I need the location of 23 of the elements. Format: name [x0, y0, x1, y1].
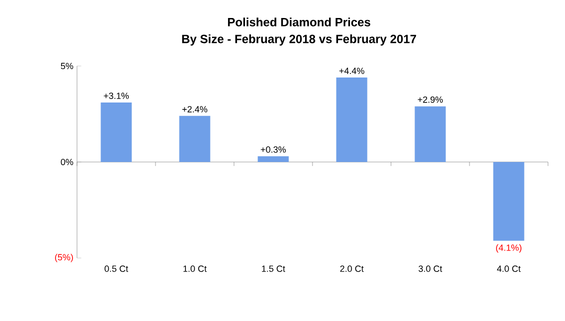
x-tick-label: 0.5 Ct	[104, 266, 128, 272]
chart-subtitle: By Size - February 2018 vs February 2017	[182, 34, 416, 46]
data-label: +3.1%	[104, 92, 129, 99]
x-tick-label: 2.0 Ct	[340, 266, 364, 272]
bar	[336, 78, 368, 162]
data-label: +0.3%	[260, 146, 286, 153]
bar	[100, 102, 132, 162]
bar	[493, 162, 524, 241]
x-tick-label: 3.0 Ct	[418, 266, 442, 272]
y-tick-label: 5%	[60, 62, 74, 70]
x-tick-label: 1.5 Ct	[262, 266, 286, 272]
y-tick-label: 0%	[60, 158, 74, 166]
x-tick-label: 1.0 Ct	[183, 266, 207, 272]
bar	[179, 116, 210, 162]
bar	[258, 156, 289, 162]
y-tick-label: (5%)	[55, 254, 73, 262]
x-tick-label: 4.0 Ct	[496, 266, 521, 272]
data-label: +2.9%	[418, 96, 443, 103]
data-label: (4.1%)	[496, 244, 522, 253]
chart-title: Polished Diamond Prices	[228, 18, 370, 26]
data-label: +4.4%	[339, 68, 364, 74]
bar	[414, 106, 446, 162]
data-label: +2.4%	[182, 106, 208, 112]
